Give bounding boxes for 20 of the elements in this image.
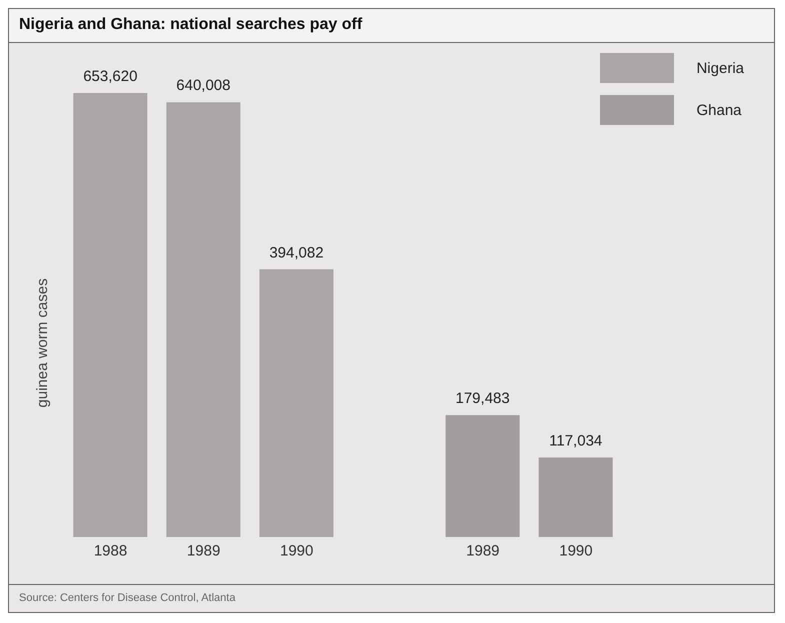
source-note: Source: Centers for Disease Control, Atlanta	[9, 584, 774, 612]
x-tick-label: 1989	[466, 542, 500, 560]
bar	[259, 269, 334, 537]
data-label: 640,008	[176, 77, 231, 94]
bar	[446, 415, 520, 537]
data-label: 653,620	[83, 68, 138, 85]
legend-label: Nigeria	[696, 60, 744, 76]
x-tick-label: 1989	[186, 542, 220, 560]
data-label: 117,034	[549, 432, 602, 450]
bar	[538, 458, 613, 537]
legend-label: Ghana	[696, 102, 742, 118]
chart-title: Nigeria and Ghana: national searches pay off	[9, 9, 774, 43]
bar	[166, 102, 240, 537]
bar	[73, 93, 148, 537]
y-axis-title: guinea worm cases	[34, 278, 51, 408]
x-tick-label: 1990	[559, 542, 593, 560]
data-label: 394,082	[269, 244, 324, 262]
x-tick-label: 1988	[94, 542, 128, 560]
x-tick-label: 1990	[280, 542, 314, 560]
data-label: 179,483	[456, 390, 510, 408]
